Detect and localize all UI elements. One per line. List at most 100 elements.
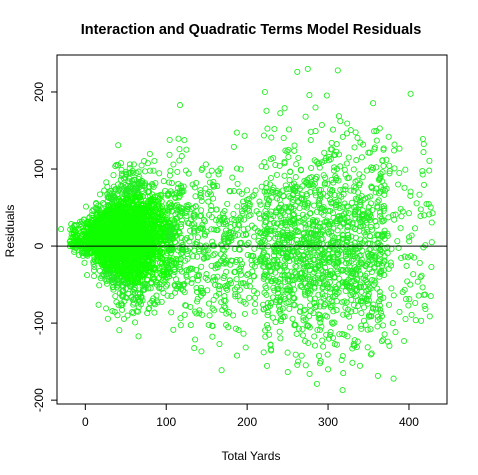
data-point	[223, 260, 230, 267]
data-point	[277, 222, 285, 229]
data-point	[191, 214, 198, 221]
data-point	[139, 208, 146, 215]
data-point	[307, 308, 314, 315]
data-point	[379, 322, 387, 329]
data-point	[262, 213, 269, 220]
data-point	[357, 271, 364, 278]
data-point	[280, 293, 288, 300]
data-point	[264, 321, 271, 329]
data-point	[339, 299, 346, 306]
y-tick-label: 200	[32, 82, 46, 102]
data-point	[297, 283, 304, 290]
data-point	[334, 218, 341, 225]
data-point	[109, 308, 116, 315]
data-point	[328, 319, 335, 326]
data-point	[95, 217, 102, 224]
chart-title: Interaction and Quadratic Terms Model Re…	[81, 22, 422, 38]
data-point	[351, 211, 358, 218]
data-point	[378, 215, 385, 222]
data-point	[391, 165, 398, 172]
data-point	[143, 202, 150, 209]
data-point	[358, 325, 365, 332]
data-point	[321, 149, 328, 156]
data-point	[210, 242, 217, 249]
data-point	[421, 212, 428, 219]
data-point	[118, 262, 126, 269]
data-point	[412, 299, 419, 307]
x-tick-label: 100	[156, 415, 176, 429]
data-point	[149, 274, 156, 281]
data-point	[263, 305, 270, 312]
data-point	[363, 287, 370, 294]
data-point	[251, 308, 258, 315]
data-point	[192, 308, 199, 315]
data-point	[136, 298, 143, 305]
data-point	[319, 337, 326, 344]
data-point	[249, 268, 256, 275]
data-point	[330, 308, 337, 315]
data-point	[189, 265, 196, 272]
data-point	[143, 263, 150, 270]
data-point	[373, 137, 380, 144]
data-point	[239, 279, 246, 287]
data-point	[261, 237, 268, 244]
data-point	[306, 266, 313, 273]
data-point	[141, 168, 149, 175]
data-point	[240, 216, 248, 223]
data-point	[325, 153, 332, 160]
data-point	[242, 231, 249, 238]
data-point	[350, 291, 357, 298]
data-point	[178, 207, 185, 215]
data-point	[351, 183, 358, 190]
data-point	[350, 269, 357, 276]
data-point	[332, 285, 339, 292]
data-point	[321, 157, 328, 164]
data-point	[262, 333, 269, 340]
data-point	[97, 209, 104, 216]
data-point	[339, 133, 346, 140]
data-point	[197, 292, 205, 299]
data-point	[366, 261, 373, 268]
data-point	[303, 263, 310, 270]
data-point	[364, 344, 371, 351]
data-point	[293, 263, 300, 271]
data-point	[177, 315, 184, 322]
data-point	[191, 345, 198, 352]
data-point	[277, 335, 284, 342]
data-point	[187, 234, 194, 241]
data-point	[78, 249, 85, 256]
data-point	[82, 203, 90, 210]
y-axis-label: Residuals	[3, 205, 17, 258]
data-point	[277, 212, 284, 220]
data-point	[380, 203, 387, 210]
data-point	[179, 246, 186, 253]
data-point	[163, 252, 170, 259]
data-point	[139, 297, 146, 304]
data-point	[330, 179, 337, 186]
data-point	[220, 275, 227, 282]
data-point	[237, 271, 245, 278]
data-point	[221, 238, 228, 245]
data-point	[250, 272, 257, 279]
data-point	[144, 310, 151, 317]
data-point	[356, 362, 364, 369]
data-point	[174, 168, 181, 175]
data-point	[216, 220, 223, 227]
data-point	[310, 220, 317, 227]
data-point	[273, 261, 280, 268]
data-point	[111, 267, 118, 274]
data-point	[307, 258, 314, 265]
data-point	[344, 227, 351, 234]
data-point	[419, 167, 426, 175]
data-point	[105, 222, 112, 229]
data-point	[202, 242, 210, 249]
data-point	[172, 203, 179, 210]
data-point	[216, 214, 224, 221]
data-point	[347, 291, 354, 298]
data-point	[126, 161, 133, 168]
data-point	[225, 239, 232, 246]
data-point	[263, 228, 270, 235]
data-point	[311, 277, 318, 284]
data-point	[372, 189, 379, 196]
data-point	[326, 332, 334, 339]
